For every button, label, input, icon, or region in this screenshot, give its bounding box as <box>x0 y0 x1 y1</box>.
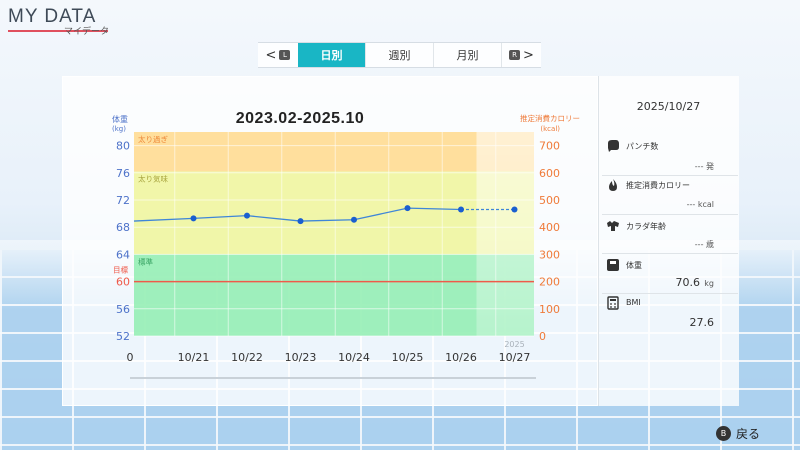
tab-monthly[interactable]: 月別 <box>433 43 501 67</box>
data-point <box>297 218 304 225</box>
data-point <box>458 206 464 213</box>
data-point <box>190 215 197 222</box>
x-tick-label: 10/23 <box>285 351 317 364</box>
tab-prev-button[interactable]: < L <box>258 43 298 67</box>
left-tick-label: 60 <box>116 276 130 289</box>
left-tick-label: 80 <box>116 140 130 153</box>
left-axis-label: 体重 <box>112 114 128 124</box>
flame-icon <box>609 179 617 191</box>
data-point <box>351 216 357 223</box>
calculator-icon <box>607 296 619 310</box>
left-axis-unit: (kg) <box>112 125 126 133</box>
right-tick-label: 0 <box>539 330 546 343</box>
right-tick-label: 700 <box>539 140 560 153</box>
l-button-icon: L <box>279 50 291 60</box>
x-tick-label: 10/21 <box>178 351 210 364</box>
right-tick-label: 300 <box>539 248 560 261</box>
weight-label: 体重 <box>626 261 642 270</box>
chart-title: 2023.02-2025.10 <box>235 110 365 127</box>
divider <box>602 214 738 215</box>
left-tick-label: 64 <box>116 248 130 261</box>
right-tick-label: 600 <box>539 167 560 180</box>
brand: MY DATA <box>8 6 108 32</box>
target-label: 目標 <box>113 265 128 275</box>
body-age-value: --- 歳 <box>694 240 714 249</box>
data-point <box>404 205 411 212</box>
selected-day-highlight <box>476 132 534 336</box>
calories-label: 推定消費カロリー <box>626 181 690 190</box>
left-tick-label: 56 <box>116 303 130 316</box>
zone-band <box>134 254 534 336</box>
boxing-glove-icon <box>608 140 619 152</box>
left-tick-label: 72 <box>116 194 130 207</box>
divider <box>602 253 738 254</box>
divider <box>602 293 738 294</box>
back-label: 戻る <box>736 427 761 441</box>
b-button-icon: B <box>716 426 731 441</box>
summary-panel <box>598 76 739 406</box>
zone-label: 太り気味 <box>138 173 168 183</box>
tab-next-button[interactable]: R > <box>501 43 541 67</box>
punch-label: パンチ数 <box>626 142 659 151</box>
right-tick-label: 400 <box>539 221 560 234</box>
data-point <box>244 212 250 219</box>
divider <box>602 175 738 176</box>
r-button-icon: R <box>509 50 521 60</box>
x-tick-label: 10/26 <box>445 351 477 364</box>
right-tick-label: 500 <box>539 194 560 207</box>
scale-icon <box>607 259 619 271</box>
left-tick-label: 68 <box>116 221 130 234</box>
bmi-value: 27.6 <box>689 316 715 329</box>
chevron-left-icon: < <box>265 47 277 63</box>
zone-band <box>134 132 534 172</box>
right-axis-unit: (kcal) <box>540 125 560 133</box>
zone-label: 太り過ぎ <box>138 134 168 144</box>
bmi-label: BMI <box>626 298 641 307</box>
page-subtitle: マイデータ <box>64 27 110 37</box>
x-tick-label: 10/24 <box>338 351 370 364</box>
tab-weekly[interactable]: 週別 <box>365 43 433 67</box>
title-underline <box>8 30 108 32</box>
muscle-icon <box>607 221 619 231</box>
right-tick-label: 200 <box>539 276 560 289</box>
tab-daily[interactable]: 日別 <box>298 43 365 67</box>
period-tabs: < L 日別 週別 月別 R > <box>258 42 541 68</box>
year-label: 2025 <box>504 340 524 349</box>
punch-value: --- 発 <box>694 162 714 171</box>
weight-unit: kg <box>704 279 714 288</box>
data-point <box>511 206 518 213</box>
back-button[interactable]: B 戻る <box>716 425 760 442</box>
zone-band <box>134 171 534 255</box>
right-tick-label: 100 <box>539 303 560 316</box>
left-tick-label: 52 <box>116 330 130 343</box>
x-tick-label: 0 <box>127 351 134 364</box>
weight-value: 70.6 <box>675 276 701 289</box>
right-axis-label: 推定消費カロリー <box>520 113 580 123</box>
chevron-right-icon: > <box>523 47 534 63</box>
x-tick-label: 10/27 <box>499 351 531 364</box>
x-tick-label: 10/25 <box>392 351 424 364</box>
page-title: MY DATA <box>8 6 97 27</box>
x-tick-label: 10/22 <box>231 351 263 364</box>
left-tick-label: 76 <box>116 167 130 180</box>
zone-label: 標準 <box>138 256 153 266</box>
body-age-label: カラダ年齢 <box>626 222 666 231</box>
calories-value: --- kcal <box>686 200 714 209</box>
summary-date: 2025/10/27 <box>636 100 701 113</box>
